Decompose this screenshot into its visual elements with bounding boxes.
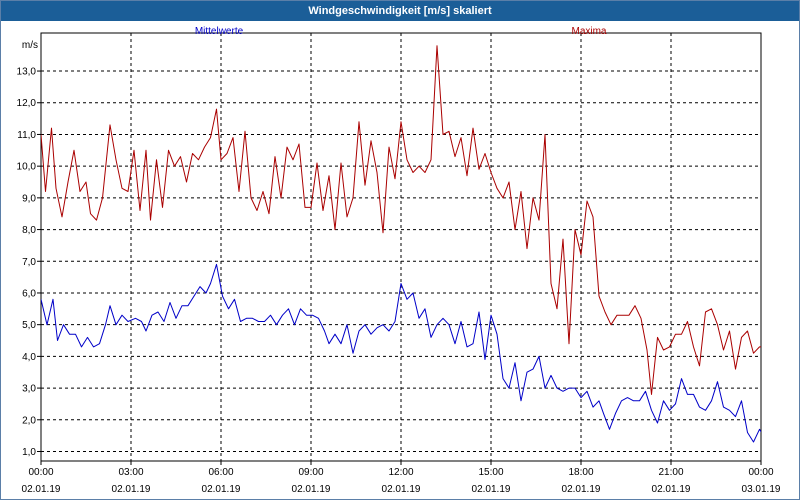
x-tick-date: 02.01.19	[562, 484, 601, 495]
legend-mittelwerte: Mittelwerte	[195, 26, 244, 37]
window-title: Windgeschwindigkeit [m/s] skaliert	[1, 1, 799, 21]
x-tick-date: 02.01.19	[652, 484, 691, 495]
y-tick-label: 12,0	[17, 98, 37, 109]
x-tick-time: 00:00	[28, 467, 53, 478]
x-tick-time: 00:00	[748, 467, 773, 478]
line-chart: 1,0 2,0 3,0 4,0 5,0 6,0 7,0 8,0 9,0 10,0 11,0 12,0 1…	[17, 26, 781, 495]
x-tick-time: 18:00	[568, 467, 593, 478]
x-tick-time: 06:00	[208, 467, 233, 478]
x-tick-date: 02.01.19	[202, 484, 241, 495]
x-tick-date: 02.01.19	[112, 484, 151, 495]
y-tick-label: 2,0	[22, 415, 36, 426]
y-tick-label: 7,0	[22, 257, 36, 268]
y-tick-label: 1,0	[22, 447, 36, 458]
y-tick-label: 13,0	[17, 67, 37, 78]
y-tick-label: 3,0	[22, 384, 36, 395]
y-axis-label: m/s	[22, 40, 38, 51]
x-tick-time: 09:00	[298, 467, 323, 478]
plot-frame	[40, 32, 762, 462]
y-tick-label: 8,0	[22, 225, 36, 236]
x-tick-date: 02.01.19	[382, 484, 421, 495]
x-tick-date: 02.01.19	[292, 484, 331, 495]
x-tick-time: 15:00	[478, 467, 503, 478]
x-tick-date: 02.01.19	[22, 484, 61, 495]
x-tick-time: 12:00	[388, 467, 413, 478]
series-line-maxima	[41, 45, 761, 395]
x-tick-time: 21:00	[658, 467, 683, 478]
y-tick-label: 5,0	[22, 320, 36, 331]
x-tick-date: 02.01.19	[472, 484, 511, 495]
x-tick-time: 03:00	[118, 467, 143, 478]
y-tick-label: 6,0	[22, 288, 36, 299]
y-tick-label: 11,0	[17, 130, 36, 141]
y-tick-label: 4,0	[22, 352, 36, 363]
x-tick-date: 03.01.19	[742, 484, 781, 495]
y-tick-label: 10,0	[17, 162, 37, 173]
legend-maxima: Maxima	[571, 26, 606, 37]
y-tick-label: 9,0	[22, 193, 36, 204]
series-line-mittelwerte	[41, 263, 761, 443]
